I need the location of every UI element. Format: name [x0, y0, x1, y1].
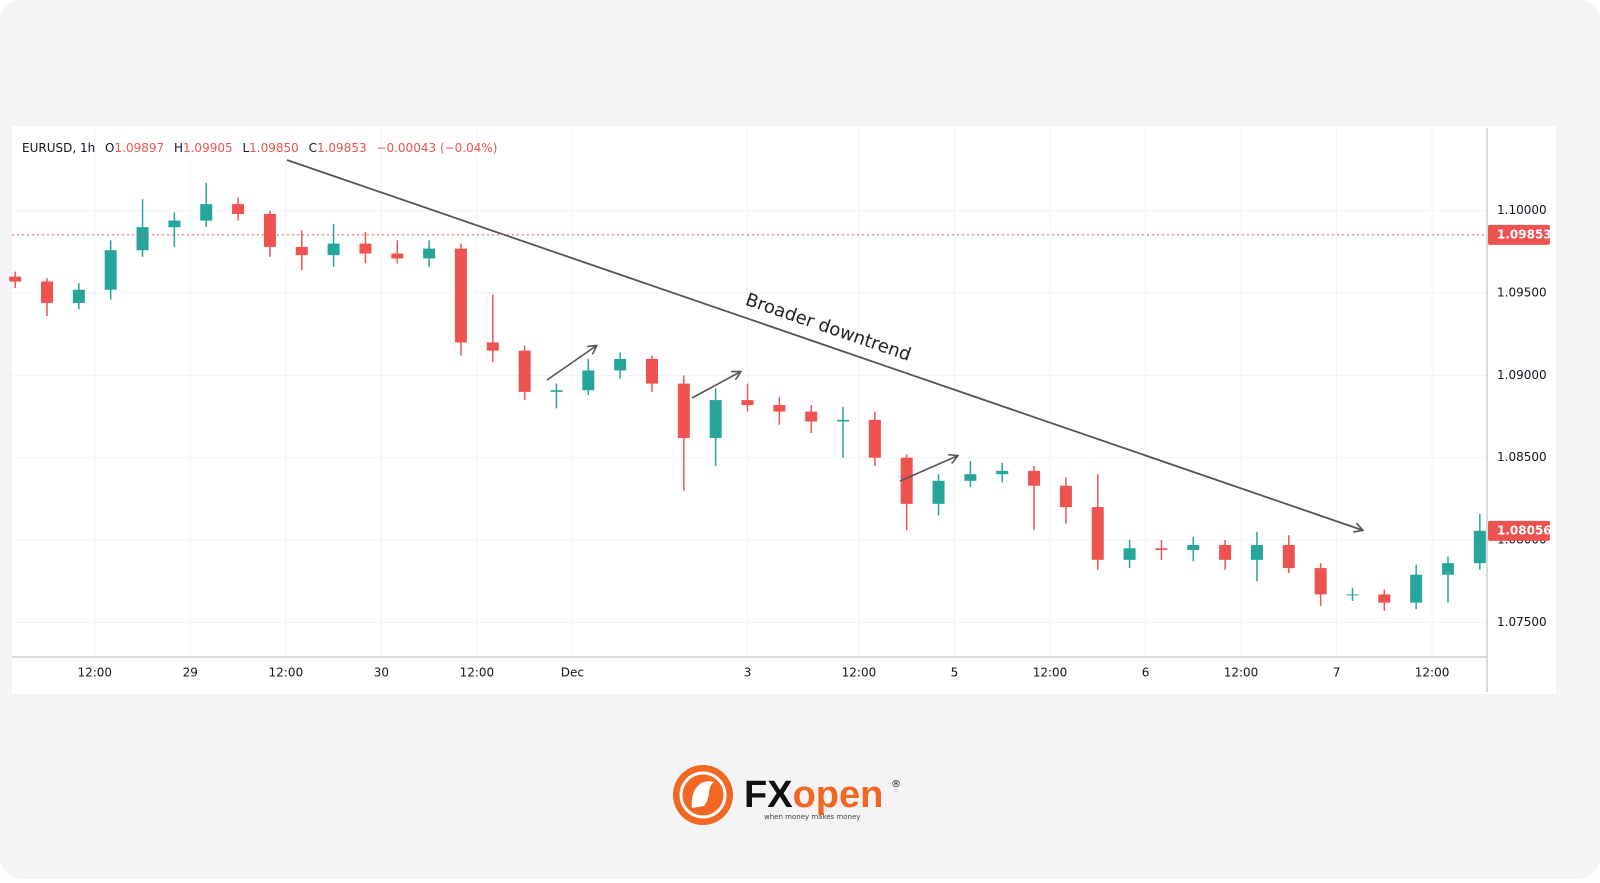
- candle-body: [996, 470, 1009, 475]
- candle-body: [41, 281, 54, 303]
- candle-body: [263, 213, 276, 247]
- open-label: O: [105, 141, 114, 155]
- candle-body: [1473, 530, 1486, 564]
- candle-body: [677, 383, 690, 438]
- price-tag: [1488, 224, 1550, 245]
- swing-arrow: [691, 372, 740, 399]
- x-tick-label: 12:00: [269, 666, 304, 680]
- registered: ®: [891, 779, 901, 790]
- high-value: 1.09905: [183, 141, 233, 155]
- candle-body: [518, 350, 531, 392]
- grid: [12, 128, 1487, 657]
- x-tick-label: 12:00: [842, 666, 877, 680]
- logo-mark: [691, 781, 714, 808]
- candle-body: [614, 358, 627, 371]
- candle-body: [423, 248, 436, 259]
- candle-body: [1314, 568, 1327, 595]
- candle-body: [1282, 545, 1295, 569]
- candle-body: [868, 419, 881, 458]
- y-tick-label: 1.08500: [1497, 450, 1547, 464]
- candle-body: [900, 457, 913, 504]
- change-value: −0.00043 (−0.04%): [376, 141, 497, 155]
- candle-body: [391, 253, 404, 259]
- x-tick-label: 30: [374, 666, 389, 680]
- x-tick-label: 12:00: [1224, 666, 1259, 680]
- candle-body: [805, 411, 818, 422]
- brand-name: FXopen: [744, 774, 883, 816]
- candle-body: [1123, 548, 1136, 560]
- x-tick-label: 12:00: [1415, 666, 1450, 680]
- brand-name-dark: FX: [744, 774, 793, 816]
- candle-body: [1091, 507, 1104, 560]
- candle-body: [200, 204, 213, 221]
- y-tick-label: 1.10000: [1497, 203, 1547, 217]
- candle-body: [136, 227, 149, 251]
- y-tick-label: 1.09500: [1497, 286, 1547, 300]
- y-tick-label: 1.07500: [1497, 615, 1547, 629]
- x-tick-label: 7: [1333, 666, 1341, 680]
- price-tag: [1488, 520, 1550, 541]
- symbol: EURUSD, 1h: [22, 141, 95, 155]
- candle-body: [1028, 470, 1041, 486]
- candle-body: [645, 358, 658, 384]
- y-tick-label: 1.09000: [1497, 368, 1547, 382]
- swing-arrow: [546, 346, 596, 381]
- candle-body: [1378, 594, 1391, 603]
- open-value: 1.09897: [115, 141, 165, 155]
- candle-body: [773, 405, 786, 412]
- tagline: when money makes money: [764, 813, 860, 821]
- candle-body: [359, 243, 372, 254]
- candle-body: [741, 400, 754, 406]
- logo-mark: [679, 771, 727, 819]
- candle-body: [1059, 485, 1072, 508]
- x-tick-label: 12:00: [460, 666, 495, 680]
- x-tick-label: 3: [744, 666, 752, 680]
- candle-body: [550, 390, 563, 392]
- candle-body: [1441, 563, 1454, 575]
- x-tick-label: Dec: [561, 666, 584, 680]
- candle-body: [837, 419, 850, 422]
- x-tick-label: 12:00: [77, 666, 112, 680]
- ohlc-header: EURUSD, 1h O1.09897 H1.09905 L1.09850 C1…: [22, 141, 497, 155]
- low-label: L: [242, 141, 249, 155]
- x-tick-label: 5: [951, 666, 959, 680]
- candle-body: [232, 204, 245, 214]
- candle-body: [72, 289, 85, 303]
- candle-body: [168, 220, 181, 228]
- candle-body: [1155, 548, 1168, 550]
- trend-arrow: [286, 159, 1362, 530]
- candle-body: [582, 370, 595, 391]
- close-label: C: [309, 141, 317, 155]
- candle-body: [1250, 545, 1263, 560]
- logo: FXopen ® when money makes money: [673, 765, 901, 825]
- candle-body: [327, 243, 340, 256]
- candle-body: [104, 250, 117, 290]
- brand-name-accent: open: [793, 774, 884, 816]
- x-tick-label: 6: [1142, 666, 1150, 680]
- candles: [9, 182, 1486, 611]
- high-label: H: [174, 141, 183, 155]
- candle-body: [1187, 545, 1200, 550]
- candle-body: [486, 342, 499, 351]
- swing-arrow: [899, 456, 957, 482]
- candle-body: [454, 248, 467, 343]
- close-value: 1.09853: [317, 141, 367, 155]
- candle-body: [1219, 545, 1232, 560]
- candle-body: [709, 400, 722, 438]
- candle-body: [1346, 594, 1359, 596]
- price-tag-label: 1.09853: [1497, 227, 1552, 241]
- candle-body: [964, 474, 977, 481]
- candle-body: [1410, 574, 1423, 603]
- candle-body: [932, 480, 945, 504]
- x-tick-label: 29: [183, 666, 198, 680]
- candle-body: [295, 246, 308, 256]
- low-value: 1.09850: [249, 141, 299, 155]
- x-tick-label: 12:00: [1033, 666, 1068, 680]
- price-tag-label: 1.08056: [1497, 523, 1552, 537]
- candle-body: [9, 276, 22, 282]
